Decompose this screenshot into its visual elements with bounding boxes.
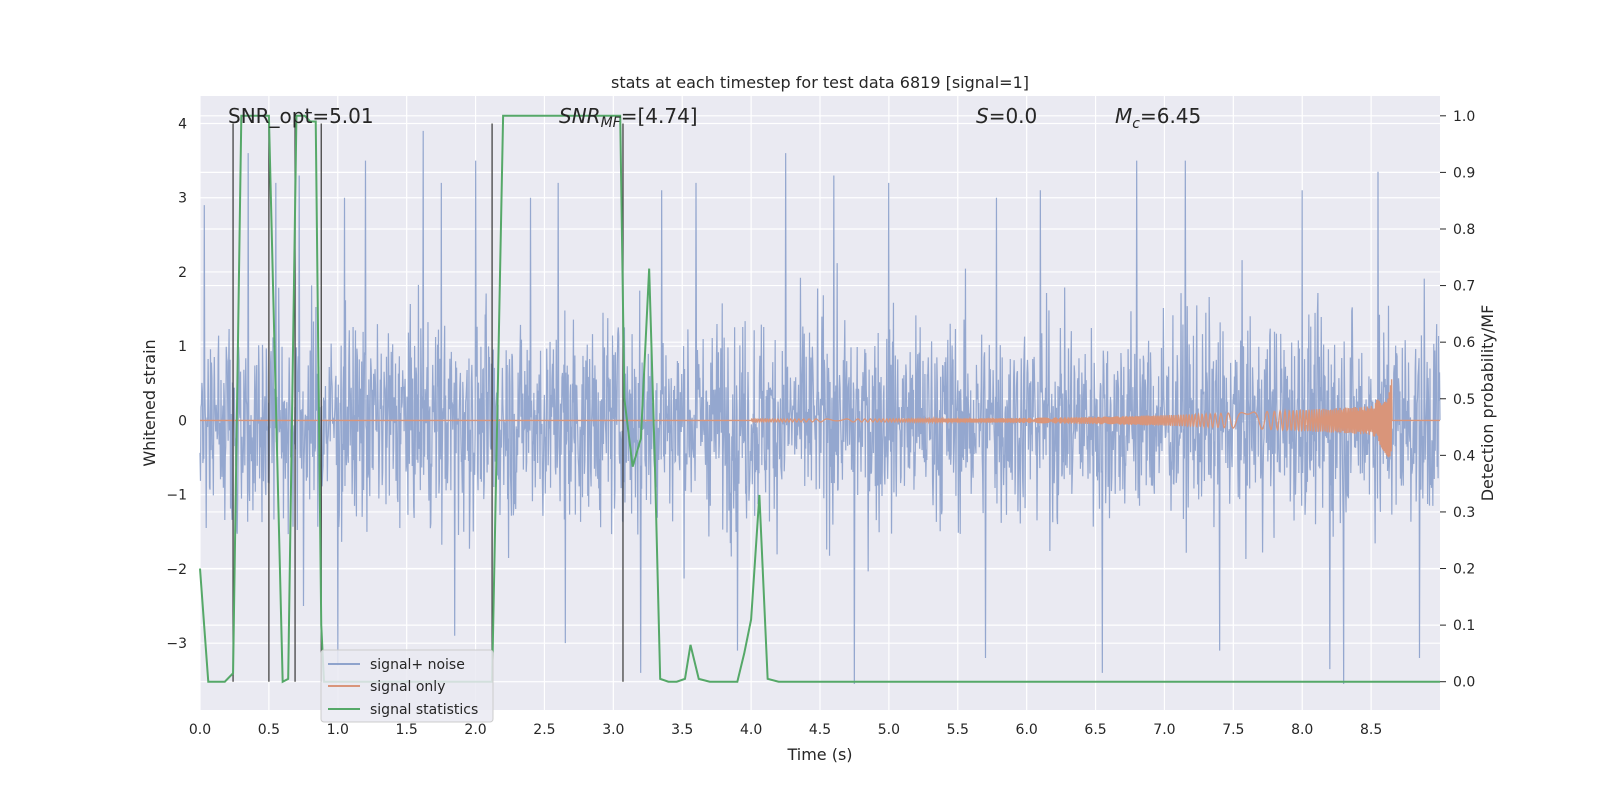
legend-label-signal-statistics: signal statistics <box>370 702 478 718</box>
annotation-s-value: =0.0 <box>989 104 1038 128</box>
left-y-tick-label: −1 <box>166 488 187 504</box>
left-y-tick-label: 1 <box>178 339 187 355</box>
annotation-mc-subscript: c <box>1132 116 1140 132</box>
right-y-tick-label: 0.5 <box>1453 392 1475 408</box>
legend-label-signal-only: signal only <box>370 679 445 695</box>
x-tick-label: 2.5 <box>533 722 555 738</box>
left-y-axis-label: Whitened strain <box>140 339 159 466</box>
annotation-s-symbol: S <box>976 104 989 128</box>
x-tick-label: 5.5 <box>947 722 969 738</box>
legend-box <box>320 649 494 723</box>
signal-statistics-line <box>199 114 1440 684</box>
annotation-snr-mf-symbol: SNR <box>559 104 601 128</box>
left-y-tick-label: −3 <box>166 636 187 652</box>
signal-noise-series <box>199 130 1441 685</box>
right-y-tick-label: 0.9 <box>1453 165 1475 181</box>
right-y-tick-label: 0.0 <box>1453 675 1475 691</box>
x-tick-label: 5.0 <box>878 722 900 738</box>
right-y-tick-label: 0.3 <box>1453 505 1475 521</box>
signal-only-line <box>200 379 1440 458</box>
x-axis-label: Time (s) <box>786 745 852 764</box>
x-tick-label: 4.5 <box>809 722 831 738</box>
x-tick-label: 6.0 <box>1016 722 1038 738</box>
x-tick-label: 3.5 <box>671 722 693 738</box>
x-tick-label: 8.5 <box>1360 722 1382 738</box>
right-y-tick-label: 0.2 <box>1453 562 1475 578</box>
right-y-axis-label: Detection probability/MF <box>1478 305 1497 502</box>
right-y-tick-label: 0.1 <box>1453 618 1475 634</box>
x-tick-label: 6.5 <box>1084 722 1106 738</box>
right-y-axis-ticks: 1.0 0.9 0.8 0.7 0.6 0.5 0.4 0.3 0.2 0.1 0.0 <box>1440 109 1475 691</box>
annotation-mc-symbol: M <box>1115 104 1132 128</box>
annotation-snr-mf: SNRMF=[4.74] <box>559 104 698 131</box>
x-tick-label: 2.0 <box>464 722 486 738</box>
left-y-tick-label: −2 <box>166 562 187 578</box>
x-tick-label: 0.5 <box>258 722 280 738</box>
legend-label-signal-noise: signal+ noise <box>370 657 465 673</box>
left-y-tick-label: 3 <box>178 191 187 207</box>
left-y-tick-label: 2 <box>178 265 187 281</box>
right-y-tick-label: 0.8 <box>1453 222 1475 238</box>
x-tick-label: 7.0 <box>1153 722 1175 738</box>
right-y-tick-label: 0.7 <box>1453 279 1475 295</box>
x-tick-label: 7.5 <box>1222 722 1244 738</box>
right-y-tick-label: 1.0 <box>1453 109 1475 125</box>
annotation-s: S=0.0 <box>976 104 1037 128</box>
x-tick-label: 1.5 <box>396 722 418 738</box>
x-tick-label: 4.0 <box>740 722 762 738</box>
annotation-snr-mf-subscript: MF <box>601 115 622 131</box>
annotation-snr-opt: SNR_opt=5.01 <box>228 104 374 128</box>
legend: signal+ noise signal only signal statist… <box>320 649 494 723</box>
signal-noise-line <box>199 130 1441 685</box>
signal-statistics-series <box>199 114 1440 684</box>
annotation-mc-value: =6.45 <box>1140 104 1201 128</box>
x-tick-label: 0.0 <box>189 722 211 738</box>
annotation-mc: Mc=6.45 <box>1115 104 1201 132</box>
annotation-snr-mf-value: =[4.74] <box>621 104 698 128</box>
x-tick-label: 3.0 <box>602 722 624 738</box>
x-tick-label: 1.0 <box>327 722 349 738</box>
left-y-tick-label: 0 <box>178 413 187 429</box>
chart-title: stats at each timestep for test data 681… <box>611 73 1029 92</box>
right-y-tick-label: 0.4 <box>1453 448 1475 464</box>
left-y-axis-ticks: 4 3 2 1 0 −1 −2 −3 <box>166 116 187 652</box>
right-y-tick-label: 0.6 <box>1453 335 1475 351</box>
left-y-tick-label: 4 <box>178 116 187 132</box>
x-tick-label: 8.0 <box>1291 722 1313 738</box>
signal-only-series <box>200 379 1440 458</box>
x-axis-ticks: 0.0 0.5 1.0 1.5 2.0 2.5 3.0 3.5 4.0 4.5 5.0 5.5 6.0 6… <box>189 722 1382 738</box>
